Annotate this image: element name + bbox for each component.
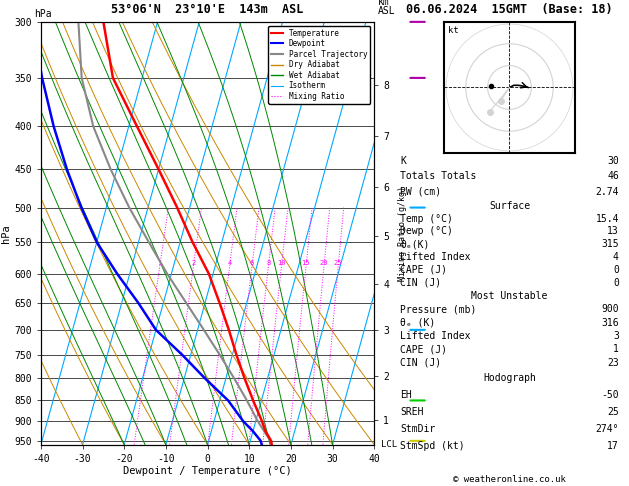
Text: 4: 4 (613, 252, 619, 262)
Text: 0: 0 (613, 278, 619, 288)
Text: Mixing Ratio (g/kg): Mixing Ratio (g/kg) (398, 186, 407, 281)
Text: Temp (°C): Temp (°C) (400, 213, 453, 224)
Text: 3: 3 (613, 331, 619, 341)
Text: PW (cm): PW (cm) (400, 187, 441, 196)
Text: kt: kt (448, 26, 459, 35)
Text: CIN (J): CIN (J) (400, 278, 441, 288)
Text: Pressure (mb): Pressure (mb) (400, 304, 477, 314)
Text: 2.74: 2.74 (596, 187, 619, 196)
Text: 10: 10 (277, 260, 286, 266)
Text: 0: 0 (613, 265, 619, 275)
Text: 13: 13 (607, 226, 619, 236)
Text: K: K (400, 156, 406, 166)
Text: 06.06.2024  15GMT  (Base: 18): 06.06.2024 15GMT (Base: 18) (406, 3, 613, 16)
Text: Dewp (°C): Dewp (°C) (400, 226, 453, 236)
Text: EH: EH (400, 390, 412, 400)
Text: 17: 17 (607, 441, 619, 451)
Text: StmSpd (kt): StmSpd (kt) (400, 441, 465, 451)
Text: SREH: SREH (400, 407, 423, 417)
Text: © weatheronline.co.uk: © weatheronline.co.uk (453, 474, 566, 484)
Text: 23: 23 (607, 358, 619, 368)
Text: Hodograph: Hodograph (483, 373, 536, 383)
Legend: Temperature, Dewpoint, Parcel Trajectory, Dry Adiabat, Wet Adiabat, Isotherm, Mi: Temperature, Dewpoint, Parcel Trajectory… (268, 26, 370, 104)
Text: 2: 2 (191, 260, 196, 266)
Text: 25: 25 (334, 260, 342, 266)
Text: Lifted Index: Lifted Index (400, 252, 470, 262)
Text: 20: 20 (320, 260, 328, 266)
Text: θₑ (K): θₑ (K) (400, 317, 435, 328)
Text: 8: 8 (266, 260, 270, 266)
Text: 15: 15 (302, 260, 310, 266)
Text: 1: 1 (613, 344, 619, 354)
Text: CAPE (J): CAPE (J) (400, 265, 447, 275)
Text: 274°: 274° (596, 424, 619, 434)
Text: 30: 30 (607, 156, 619, 166)
Text: hPa: hPa (35, 9, 52, 19)
Text: 53°06'N  23°10'E  143m  ASL: 53°06'N 23°10'E 143m ASL (111, 3, 304, 16)
Text: 900: 900 (601, 304, 619, 314)
Text: Most Unstable: Most Unstable (471, 291, 548, 301)
Text: 6: 6 (250, 260, 254, 266)
Text: 1: 1 (157, 260, 162, 266)
Text: 15.4: 15.4 (596, 213, 619, 224)
Text: 4: 4 (227, 260, 231, 266)
Text: CAPE (J): CAPE (J) (400, 344, 447, 354)
X-axis label: Dewpoint / Temperature (°C): Dewpoint / Temperature (°C) (123, 467, 292, 476)
Text: Lifted Index: Lifted Index (400, 331, 470, 341)
Text: 46: 46 (607, 171, 619, 181)
Text: Surface: Surface (489, 201, 530, 211)
Text: 316: 316 (601, 317, 619, 328)
Text: 25: 25 (607, 407, 619, 417)
Text: θₑ(K): θₑ(K) (400, 239, 430, 249)
Text: km
ASL: km ASL (377, 0, 395, 16)
Text: LCL: LCL (381, 440, 397, 449)
Text: CIN (J): CIN (J) (400, 358, 441, 368)
Text: -50: -50 (601, 390, 619, 400)
Text: Totals Totals: Totals Totals (400, 171, 477, 181)
Text: 315: 315 (601, 239, 619, 249)
Y-axis label: hPa: hPa (1, 224, 11, 243)
Text: StmDir: StmDir (400, 424, 435, 434)
